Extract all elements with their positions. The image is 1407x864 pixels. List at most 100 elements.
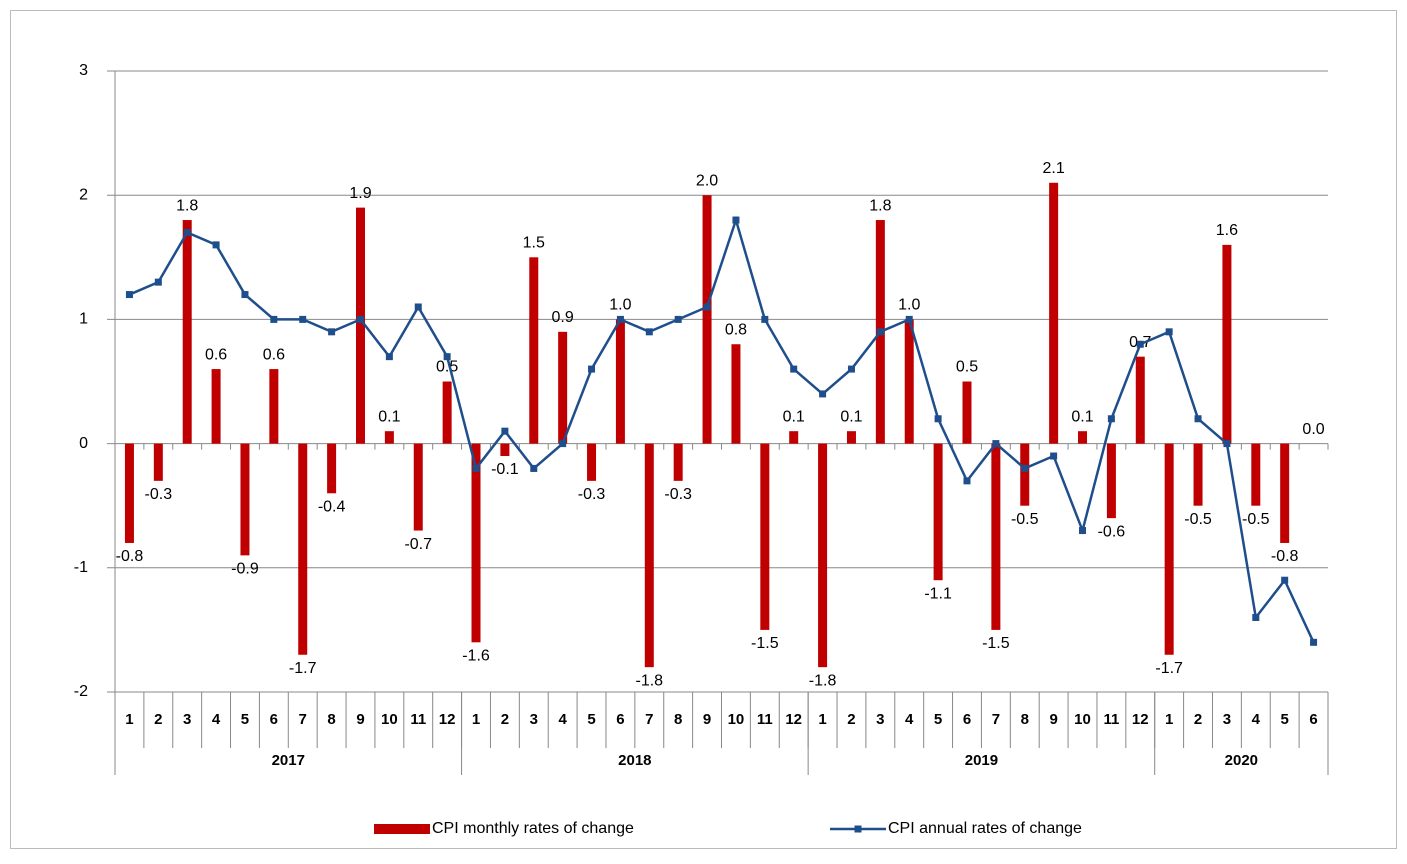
x-tick-label: 3 xyxy=(530,711,538,728)
x-tick-label: 10 xyxy=(1074,711,1091,728)
marker xyxy=(616,315,624,323)
bar xyxy=(587,443,597,481)
data-label: 1.0 xyxy=(609,297,631,314)
data-label: 2.0 xyxy=(696,172,718,189)
bar xyxy=(500,443,510,457)
data-label: 1.0 xyxy=(898,297,920,314)
legend-label: CPI annual rates of change xyxy=(888,820,1082,837)
bar xyxy=(615,319,625,444)
data-label: 0.6 xyxy=(205,346,227,363)
x-tick-label: 1 xyxy=(125,711,133,728)
data-label: -0.3 xyxy=(664,486,692,503)
x-tick-label: 9 xyxy=(1049,711,1057,728)
data-label: 0.1 xyxy=(378,408,400,425)
x-tick-label: 6 xyxy=(1309,711,1317,728)
x-tick-label: 8 xyxy=(1021,711,1029,728)
marker xyxy=(183,228,191,236)
marker xyxy=(125,291,133,299)
x-tick-label: 1 xyxy=(1165,711,1173,728)
marker xyxy=(356,315,364,323)
marker xyxy=(241,291,249,299)
y-tick-label: 0 xyxy=(79,435,88,452)
data-label: 0.0 xyxy=(1302,421,1324,438)
marker xyxy=(761,315,769,323)
marker xyxy=(1194,415,1202,423)
marker xyxy=(963,477,971,485)
marker xyxy=(790,365,798,373)
data-label: 0.1 xyxy=(783,408,805,425)
marker xyxy=(992,440,1000,448)
bar xyxy=(355,207,365,444)
marker xyxy=(154,278,162,286)
marker xyxy=(443,353,451,361)
marker xyxy=(530,464,538,472)
legend-label: CPI monthly rates of change xyxy=(432,820,634,837)
marker xyxy=(1165,328,1173,336)
data-label: -1.7 xyxy=(289,660,317,677)
marker xyxy=(212,241,220,249)
x-tick-label: 10 xyxy=(381,711,398,728)
x-tick-label: 5 xyxy=(587,711,595,728)
x-tick-label: 2 xyxy=(1194,711,1202,728)
data-label: 0.8 xyxy=(725,321,747,338)
bar xyxy=(240,443,250,556)
data-label: 0.5 xyxy=(956,359,978,376)
y-tick-label: -1 xyxy=(74,559,88,576)
x-tick-label: 2 xyxy=(154,711,162,728)
x-tick-label: 2 xyxy=(501,711,509,728)
marker xyxy=(703,303,711,311)
data-label: -1.8 xyxy=(636,672,664,689)
bar xyxy=(1049,182,1059,444)
marker xyxy=(270,315,278,323)
bar xyxy=(760,443,770,630)
bar xyxy=(1222,244,1232,444)
bar xyxy=(269,369,279,444)
marker xyxy=(819,390,827,398)
data-label: 1.6 xyxy=(1216,222,1238,239)
marker xyxy=(1252,613,1260,621)
x-tick-label: 6 xyxy=(963,711,971,728)
bar xyxy=(644,443,654,668)
marker xyxy=(645,328,653,336)
data-label: 0.6 xyxy=(263,346,285,363)
x-tick-label: 6 xyxy=(270,711,278,728)
data-label: -0.8 xyxy=(116,548,144,565)
marker xyxy=(1050,452,1058,460)
marker xyxy=(414,303,422,311)
bar xyxy=(991,443,1001,630)
bar xyxy=(1078,431,1088,444)
marker xyxy=(674,315,682,323)
bar xyxy=(731,344,741,444)
x-tick-label: 12 xyxy=(439,711,456,728)
marker xyxy=(1310,638,1318,646)
x-tick-label: 7 xyxy=(645,711,653,728)
marker xyxy=(588,365,596,373)
marker xyxy=(1079,527,1087,535)
marker xyxy=(1136,340,1144,348)
data-label: -0.3 xyxy=(145,486,173,503)
data-label: -0.9 xyxy=(231,561,259,578)
bar xyxy=(846,431,856,444)
x-tick-label: 4 xyxy=(905,711,914,728)
data-label: -0.3 xyxy=(578,486,606,503)
x-tick-label: 5 xyxy=(241,711,249,728)
marker xyxy=(1281,576,1289,584)
bar xyxy=(182,220,192,444)
data-label: -0.7 xyxy=(404,536,432,553)
marker xyxy=(501,427,509,435)
data-label: -0.5 xyxy=(1242,511,1270,528)
data-label: -1.7 xyxy=(1155,660,1183,677)
bar xyxy=(442,381,452,444)
x-tick-label: 3 xyxy=(183,711,191,728)
bar xyxy=(471,443,481,643)
bar xyxy=(384,431,394,444)
x-tick-label: 8 xyxy=(674,711,682,728)
marker xyxy=(299,315,307,323)
data-label: -1.8 xyxy=(809,672,837,689)
marker xyxy=(847,365,855,373)
x-tick-label: 4 xyxy=(212,711,221,728)
data-label: 0.1 xyxy=(840,408,862,425)
data-label: -1.1 xyxy=(924,585,952,602)
x-tick-label: 5 xyxy=(934,711,942,728)
